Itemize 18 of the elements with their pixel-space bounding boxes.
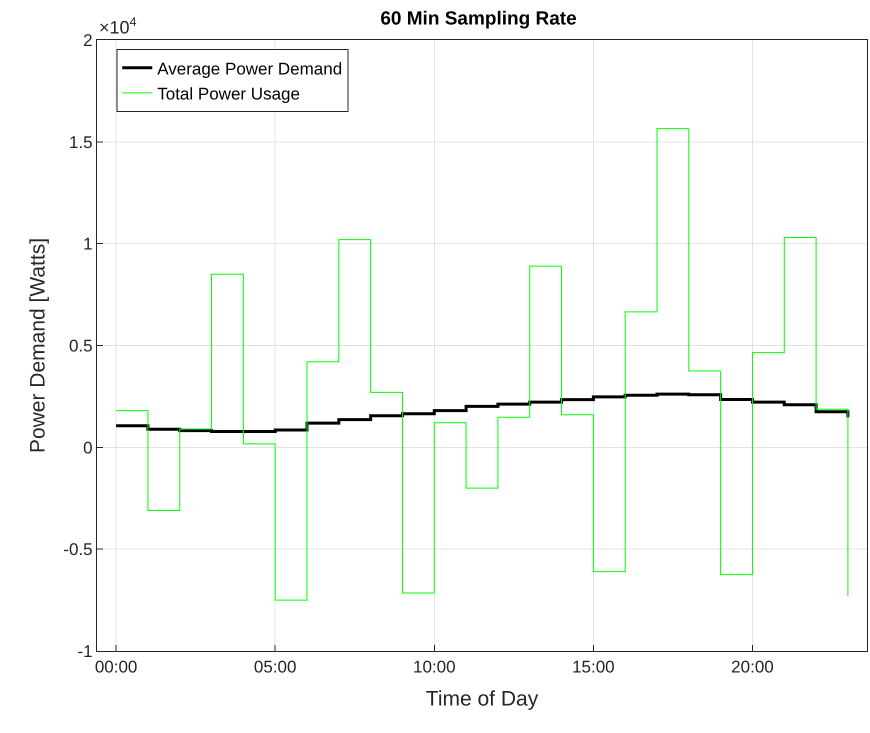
y-tick-label: 0 bbox=[83, 438, 93, 458]
legend-label: Average Power Demand bbox=[157, 59, 342, 78]
x-tick-label: 05:00 bbox=[254, 657, 296, 676]
chart-title: 60 Min Sampling Rate bbox=[380, 8, 577, 30]
y-tick-label: 0.5 bbox=[68, 336, 93, 356]
y-axis-title: Power Demand [Watts] bbox=[26, 238, 50, 454]
y-tick-label: 1.5 bbox=[68, 132, 93, 152]
y-tick-label: -1 bbox=[77, 642, 93, 661]
y-tick-label: -0.5 bbox=[63, 540, 93, 560]
x-tick-label: 10:00 bbox=[412, 657, 456, 676]
text: ×10$^{4}$ bbox=[99, 15, 137, 38]
x-tick-label: 15:00 bbox=[572, 657, 615, 676]
y-tick-label: 1 bbox=[83, 234, 93, 254]
x-tick-label: 00:00 bbox=[94, 657, 138, 676]
x-tick-label: 20:00 bbox=[731, 657, 774, 676]
x-axis-title: Time of Day bbox=[426, 688, 539, 711]
y-tick-label: 2 bbox=[83, 30, 93, 50]
legend-label: Total Power Usage bbox=[157, 84, 300, 104]
